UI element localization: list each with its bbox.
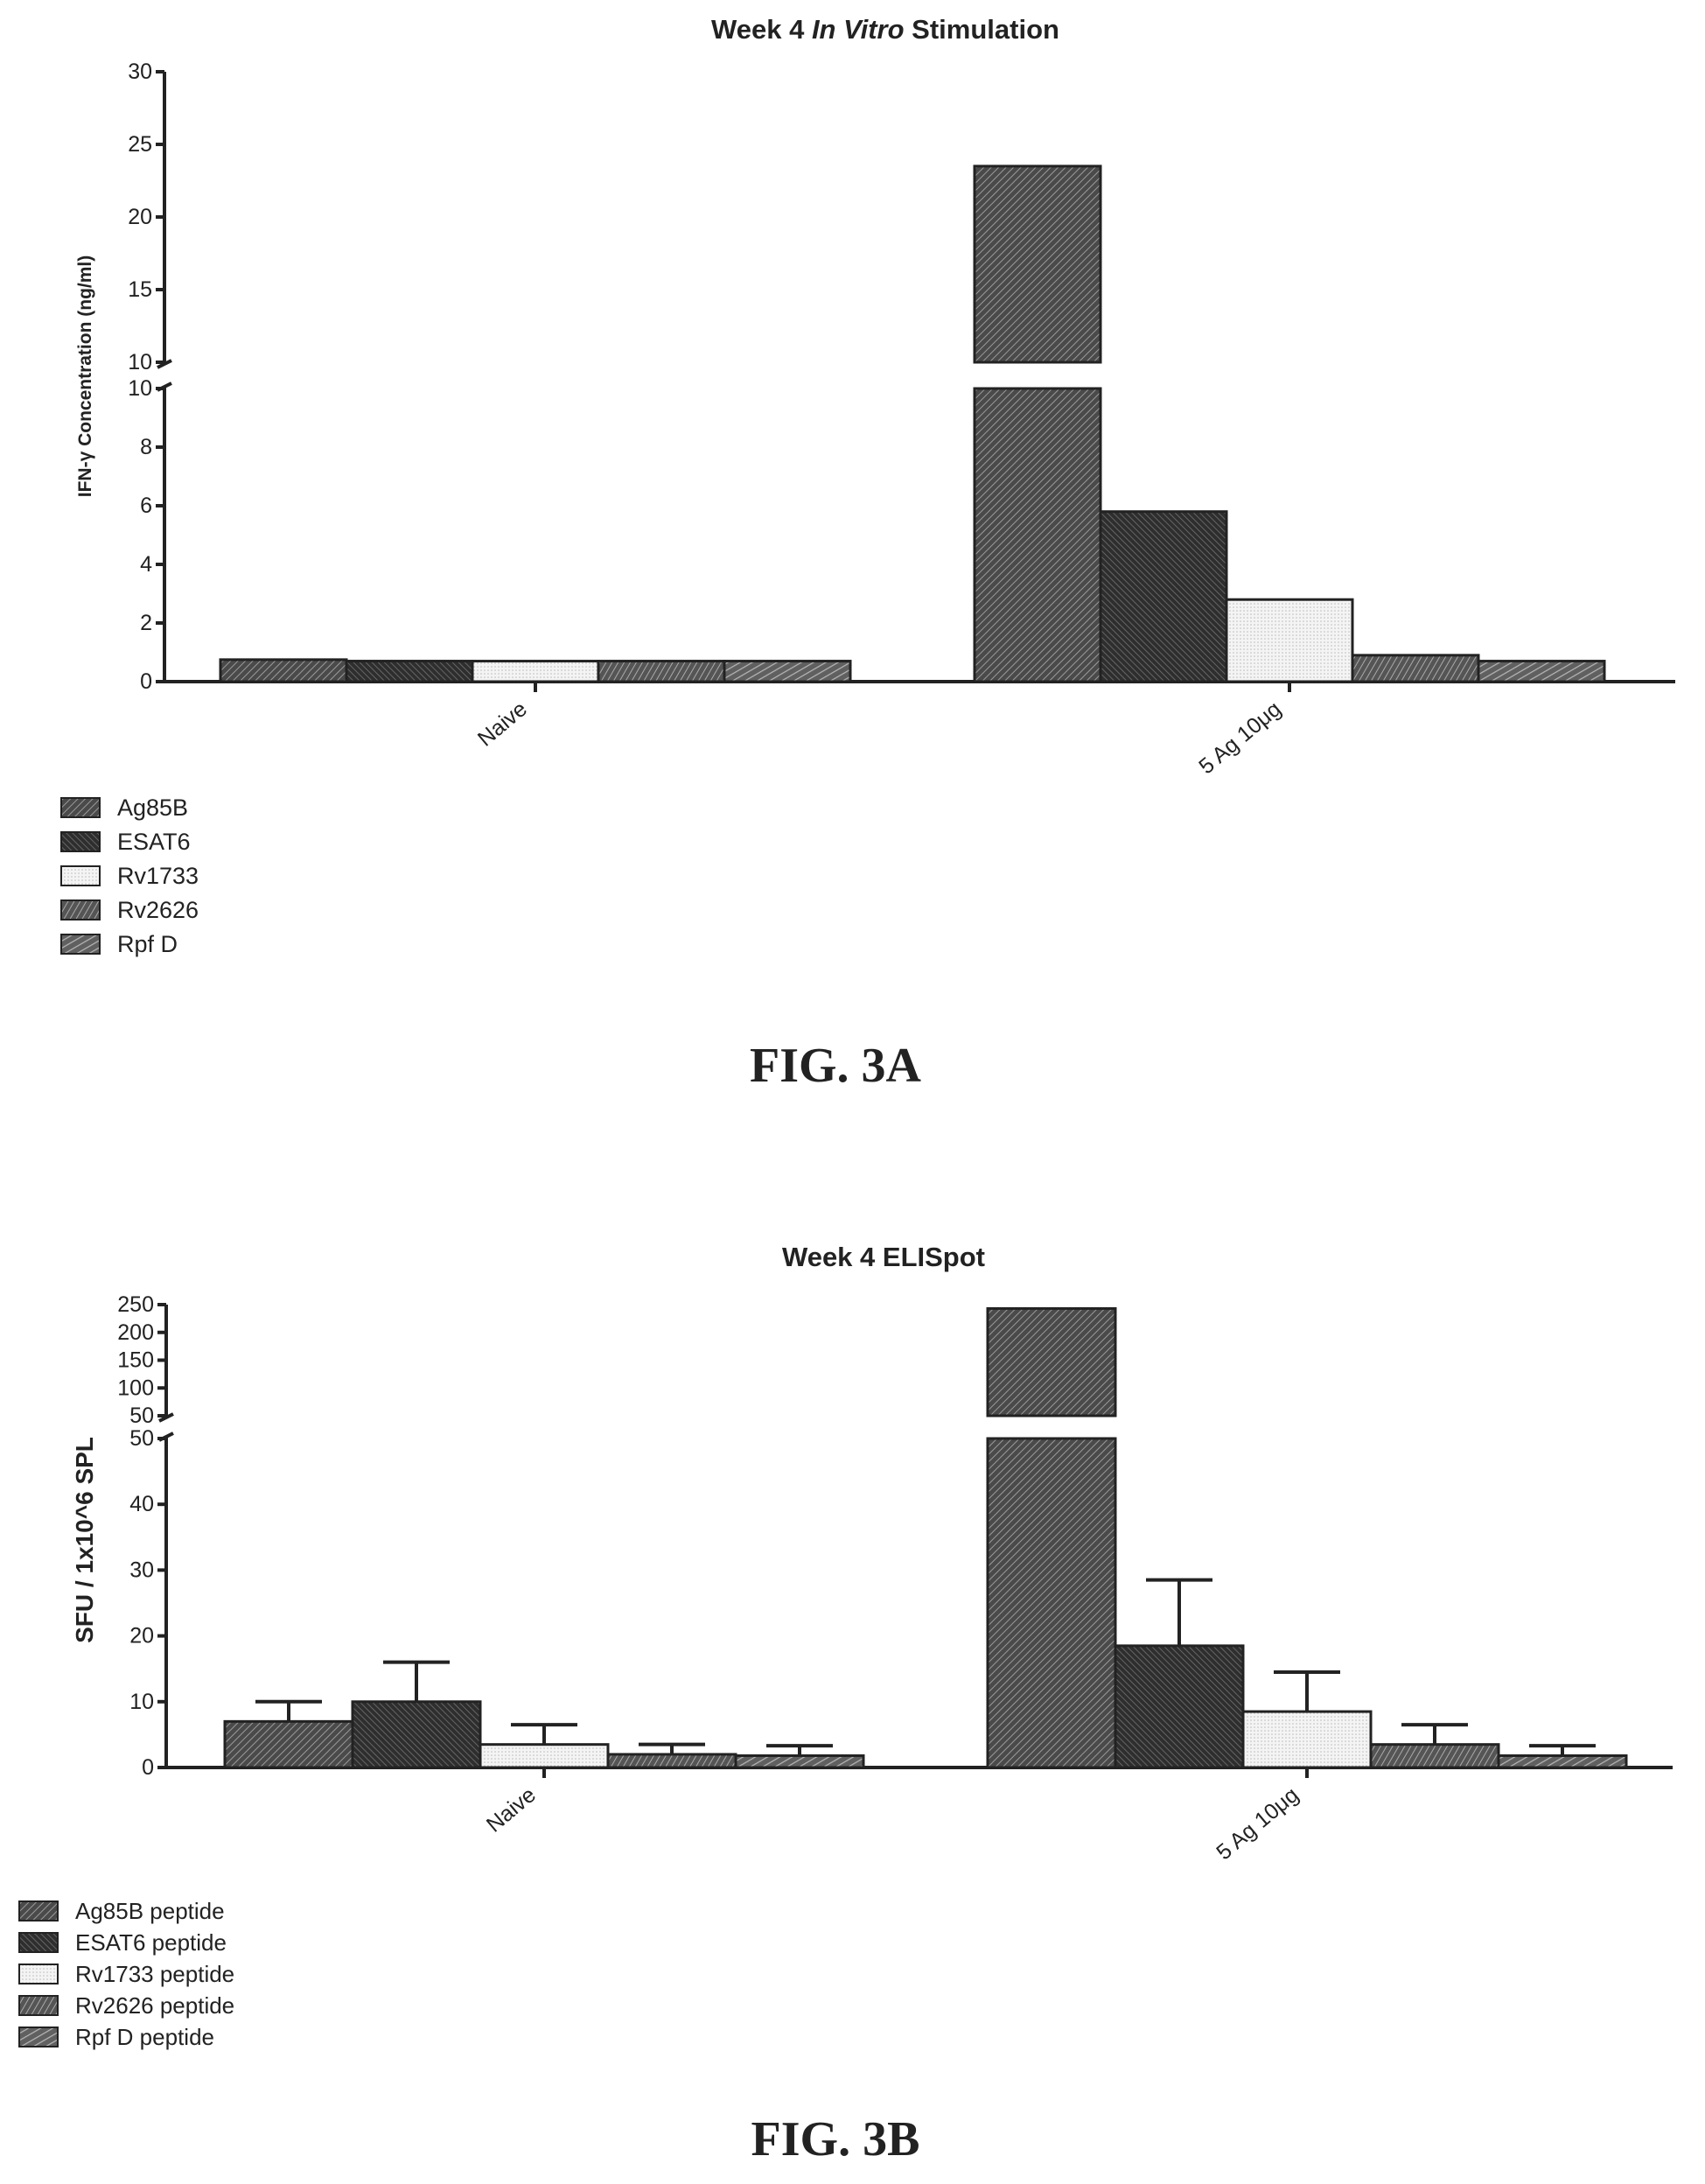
chart-b-figure-label: FIG. 3B bbox=[751, 2112, 920, 2166]
y-tick-label: 10 bbox=[129, 1690, 154, 1714]
bar bbox=[1114, 1644, 1245, 1769]
bar bbox=[1369, 1743, 1500, 1769]
x-category-label: 5 Ag 10μg bbox=[1194, 696, 1286, 779]
y-tick-label: 50 bbox=[129, 1404, 154, 1428]
bar-upper-segment bbox=[986, 1306, 1117, 1418]
chart-a: Week 4 In Vitro Stimulation IFN-γ Concen… bbox=[60, 14, 1675, 1093]
bar bbox=[1477, 660, 1606, 683]
legend-swatch bbox=[18, 1964, 59, 1984]
x-category-label: 5 Ag 10μg bbox=[1212, 1782, 1303, 1865]
legend-label: Rv2626 bbox=[117, 897, 199, 923]
legend-swatch bbox=[18, 1900, 59, 1922]
y-tick-label: 20 bbox=[129, 1624, 154, 1648]
bar bbox=[219, 658, 348, 683]
y-tick-label: 50 bbox=[129, 1426, 154, 1451]
y-tick-label: 150 bbox=[117, 1348, 154, 1373]
chart-a-ylabel: IFN-γ Concentration (ng/ml) bbox=[75, 256, 95, 498]
bar bbox=[1099, 510, 1228, 683]
legend-swatch bbox=[60, 934, 101, 955]
y-tick-label: 15 bbox=[128, 277, 152, 302]
y-tick-label: 2 bbox=[140, 611, 152, 635]
chart-b-ylabel: SFU / 1x10^6 SPL bbox=[71, 1437, 98, 1643]
bar bbox=[1241, 1710, 1373, 1769]
y-tick-label: 20 bbox=[128, 205, 152, 229]
bar-lower-segment bbox=[973, 387, 1102, 683]
legend-label: Rpf D bbox=[117, 931, 178, 957]
y-tick-label: 40 bbox=[129, 1492, 154, 1516]
bar-lower-segment bbox=[986, 1437, 1117, 1769]
bar bbox=[1225, 598, 1354, 683]
bar bbox=[1497, 1754, 1628, 1769]
chart-a-title: Week 4 In Vitro Stimulation bbox=[711, 14, 1059, 45]
legend-swatch bbox=[18, 1995, 59, 2016]
legend-swatch bbox=[18, 1932, 59, 1953]
y-tick-label: 4 bbox=[140, 552, 152, 577]
bar bbox=[479, 1743, 610, 1769]
y-tick-label: 6 bbox=[140, 494, 152, 518]
y-tick-label: 8 bbox=[140, 435, 152, 459]
legend-label: Rv1733 bbox=[117, 863, 199, 889]
legend-swatch bbox=[60, 900, 101, 920]
legend-swatch bbox=[60, 831, 101, 852]
chart-b-title: Week 4 ELISpot bbox=[782, 1242, 985, 1272]
bar bbox=[351, 1700, 482, 1769]
bar bbox=[606, 1753, 737, 1769]
bar bbox=[471, 660, 600, 683]
bar-upper-segment bbox=[973, 164, 1102, 364]
x-category-label: Naive bbox=[473, 696, 532, 752]
x-category-label: Naive bbox=[482, 1782, 541, 1838]
legend-label: Ag85B bbox=[117, 794, 188, 821]
legend-label: Rv2626 peptide bbox=[75, 1992, 234, 2019]
bar bbox=[734, 1754, 865, 1769]
y-tick-label: 250 bbox=[117, 1292, 154, 1317]
y-tick-label: 200 bbox=[117, 1320, 154, 1345]
y-tick-label: 0 bbox=[142, 1755, 154, 1780]
chart-a-figure-label: FIG. 3A bbox=[750, 1039, 922, 1093]
y-tick-label: 10 bbox=[128, 350, 152, 374]
legend-swatch bbox=[18, 2026, 59, 2048]
legend-label: ESAT6 bbox=[117, 829, 191, 855]
legend-label: ESAT6 peptide bbox=[75, 1929, 227, 1956]
legend-swatch bbox=[60, 797, 101, 818]
y-tick-label: 10 bbox=[128, 376, 152, 401]
chart-b: Week 4 ELISpot SFU / 1x10^6 SPL 50100150… bbox=[18, 1242, 1673, 2166]
y-tick-label: 25 bbox=[128, 132, 152, 157]
bar bbox=[1351, 654, 1480, 683]
legend-swatch bbox=[60, 865, 101, 886]
y-tick-label: 30 bbox=[129, 1558, 154, 1582]
bar bbox=[597, 660, 726, 683]
y-tick-label: 0 bbox=[140, 669, 152, 694]
y-tick-label: 100 bbox=[117, 1376, 154, 1400]
bar bbox=[345, 660, 474, 683]
bar bbox=[723, 660, 852, 683]
y-tick-label: 30 bbox=[128, 60, 152, 84]
legend-label: Rv1733 peptide bbox=[75, 1961, 234, 1987]
bar bbox=[223, 1719, 354, 1769]
legend-label: Rpf D peptide bbox=[75, 2024, 214, 2050]
legend-label: Ag85B peptide bbox=[75, 1898, 225, 1924]
